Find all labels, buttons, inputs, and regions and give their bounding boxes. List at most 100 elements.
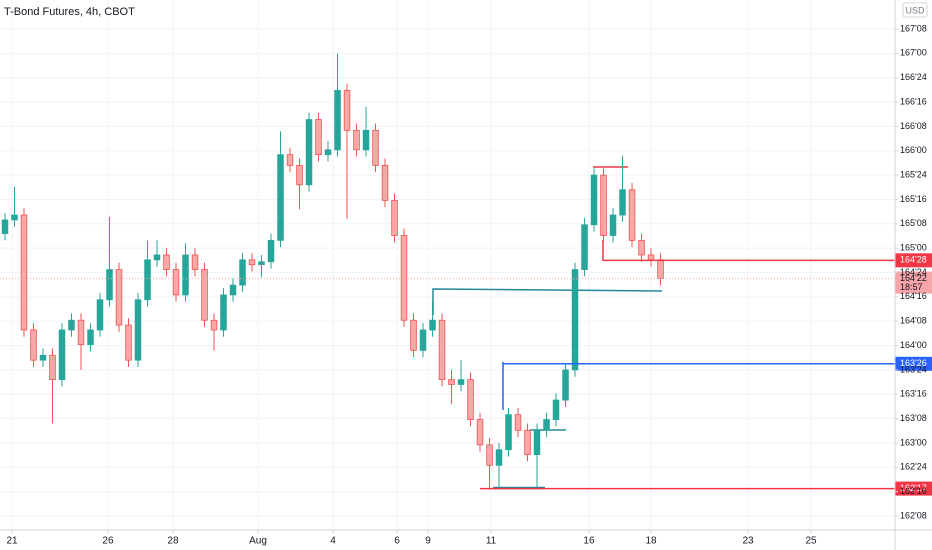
y-tick-label: 166'00 — [900, 145, 927, 155]
candle-body — [410, 319, 417, 351]
candle-body — [400, 235, 408, 321]
x-tick-label: 9 — [425, 536, 431, 547]
candle-body — [505, 414, 512, 451]
candle-body — [457, 379, 465, 385]
candle-body — [20, 214, 28, 331]
candle-body — [201, 269, 208, 321]
y-tick-label: 164'00 — [900, 340, 927, 350]
candle-body — [153, 254, 161, 261]
y-tick-label: 165'08 — [900, 218, 927, 228]
currency: USD — [905, 5, 925, 15]
candle-body — [638, 239, 645, 256]
candle-body — [305, 119, 313, 186]
price-label: 164'22 — [900, 273, 927, 283]
candle-body — [476, 419, 484, 446]
x-tick-label: 4 — [330, 536, 336, 547]
candle-body — [647, 254, 655, 261]
y-tick-label: 166'16 — [900, 96, 927, 106]
candle-body — [134, 299, 142, 361]
candle-body — [600, 174, 607, 236]
y-tick-label: 164'16 — [900, 291, 927, 301]
y-tick-label: 163'00 — [900, 437, 927, 447]
y-tick-label: 162'08 — [900, 510, 927, 520]
candle-body — [191, 254, 199, 270]
candle-body — [115, 269, 123, 326]
grid — [0, 0, 895, 530]
candle-body — [353, 129, 360, 151]
x-tick-label: 28 — [167, 536, 179, 547]
candle-body — [220, 294, 227, 331]
candle-body — [486, 444, 493, 466]
y-tick-label: 163'08 — [900, 413, 927, 423]
y-tick-label: 163'24 — [900, 364, 927, 374]
candle-body — [381, 164, 389, 201]
candle-body — [590, 174, 598, 226]
candle-body — [248, 259, 256, 266]
candle-body — [96, 299, 104, 331]
candle-body — [495, 449, 503, 466]
candle-body — [524, 429, 531, 456]
y-tick-label: 164'08 — [900, 316, 927, 326]
candle-body — [429, 319, 436, 331]
candle-body — [11, 214, 18, 221]
candle-body — [419, 329, 427, 351]
candle-body — [30, 329, 37, 361]
price-label-box — [895, 271, 932, 294]
y-tick-label: 163'16 — [900, 389, 927, 399]
candle-body — [315, 119, 322, 156]
candle-body — [210, 319, 218, 331]
candle-body — [448, 379, 455, 385]
x-tick-label: Aug — [249, 536, 267, 547]
candle-body — [239, 259, 246, 286]
candle-body — [552, 399, 560, 420]
candle-body — [514, 414, 522, 431]
candle-body — [581, 224, 588, 270]
candle-body — [1, 219, 9, 234]
y-tick-label: 162'16 — [900, 486, 927, 496]
candle-body — [258, 261, 265, 266]
y-tick-label: 167'00 — [900, 48, 927, 58]
candle-body — [267, 239, 275, 263]
y-tick-label: 165'24 — [900, 169, 927, 179]
axes: 162'08 162'16 162'24 163'00 163'08 163'16 163'… — [6, 23, 926, 546]
candle-body — [562, 369, 569, 401]
candle-body — [144, 259, 151, 301]
chart-title: T-Bond Futures, 4h, CBOT — [4, 6, 135, 18]
candle-body — [182, 254, 189, 296]
candle-body — [286, 154, 294, 166]
x-tick-label: 6 — [394, 536, 400, 547]
candle-body — [172, 269, 180, 296]
candle-body — [609, 214, 617, 236]
candle-body — [391, 200, 398, 236]
candle-body — [619, 189, 626, 216]
candle-body — [628, 189, 636, 241]
candle-body — [657, 259, 664, 279]
price-label: 162'17 — [900, 483, 927, 493]
y-tick-label: 167'08 — [900, 23, 927, 33]
candle-body — [324, 149, 332, 156]
price-label-box — [895, 481, 932, 496]
x-tick-label: 21 — [6, 536, 18, 547]
currency-box[interactable] — [902, 2, 928, 18]
y-tick-label: 165'16 — [900, 194, 927, 204]
x-tick-label: 23 — [742, 536, 754, 547]
candle-body — [296, 164, 303, 186]
price-label: 164'28 — [900, 255, 927, 265]
y-tick-label: 166'24 — [900, 72, 927, 82]
candle-body — [533, 429, 541, 456]
candle-body — [543, 419, 550, 431]
candle-body — [229, 284, 237, 296]
y-tick-label: 165'00 — [900, 243, 927, 253]
candles — [1, 53, 664, 490]
candle-body — [106, 269, 113, 301]
candle-body — [334, 89, 341, 151]
candle-body — [343, 89, 351, 131]
candle-body — [362, 129, 370, 151]
candle-body — [87, 329, 94, 345]
x-tick-label: 25 — [805, 536, 817, 547]
candle-body — [467, 379, 474, 420]
candle-body — [277, 154, 284, 241]
